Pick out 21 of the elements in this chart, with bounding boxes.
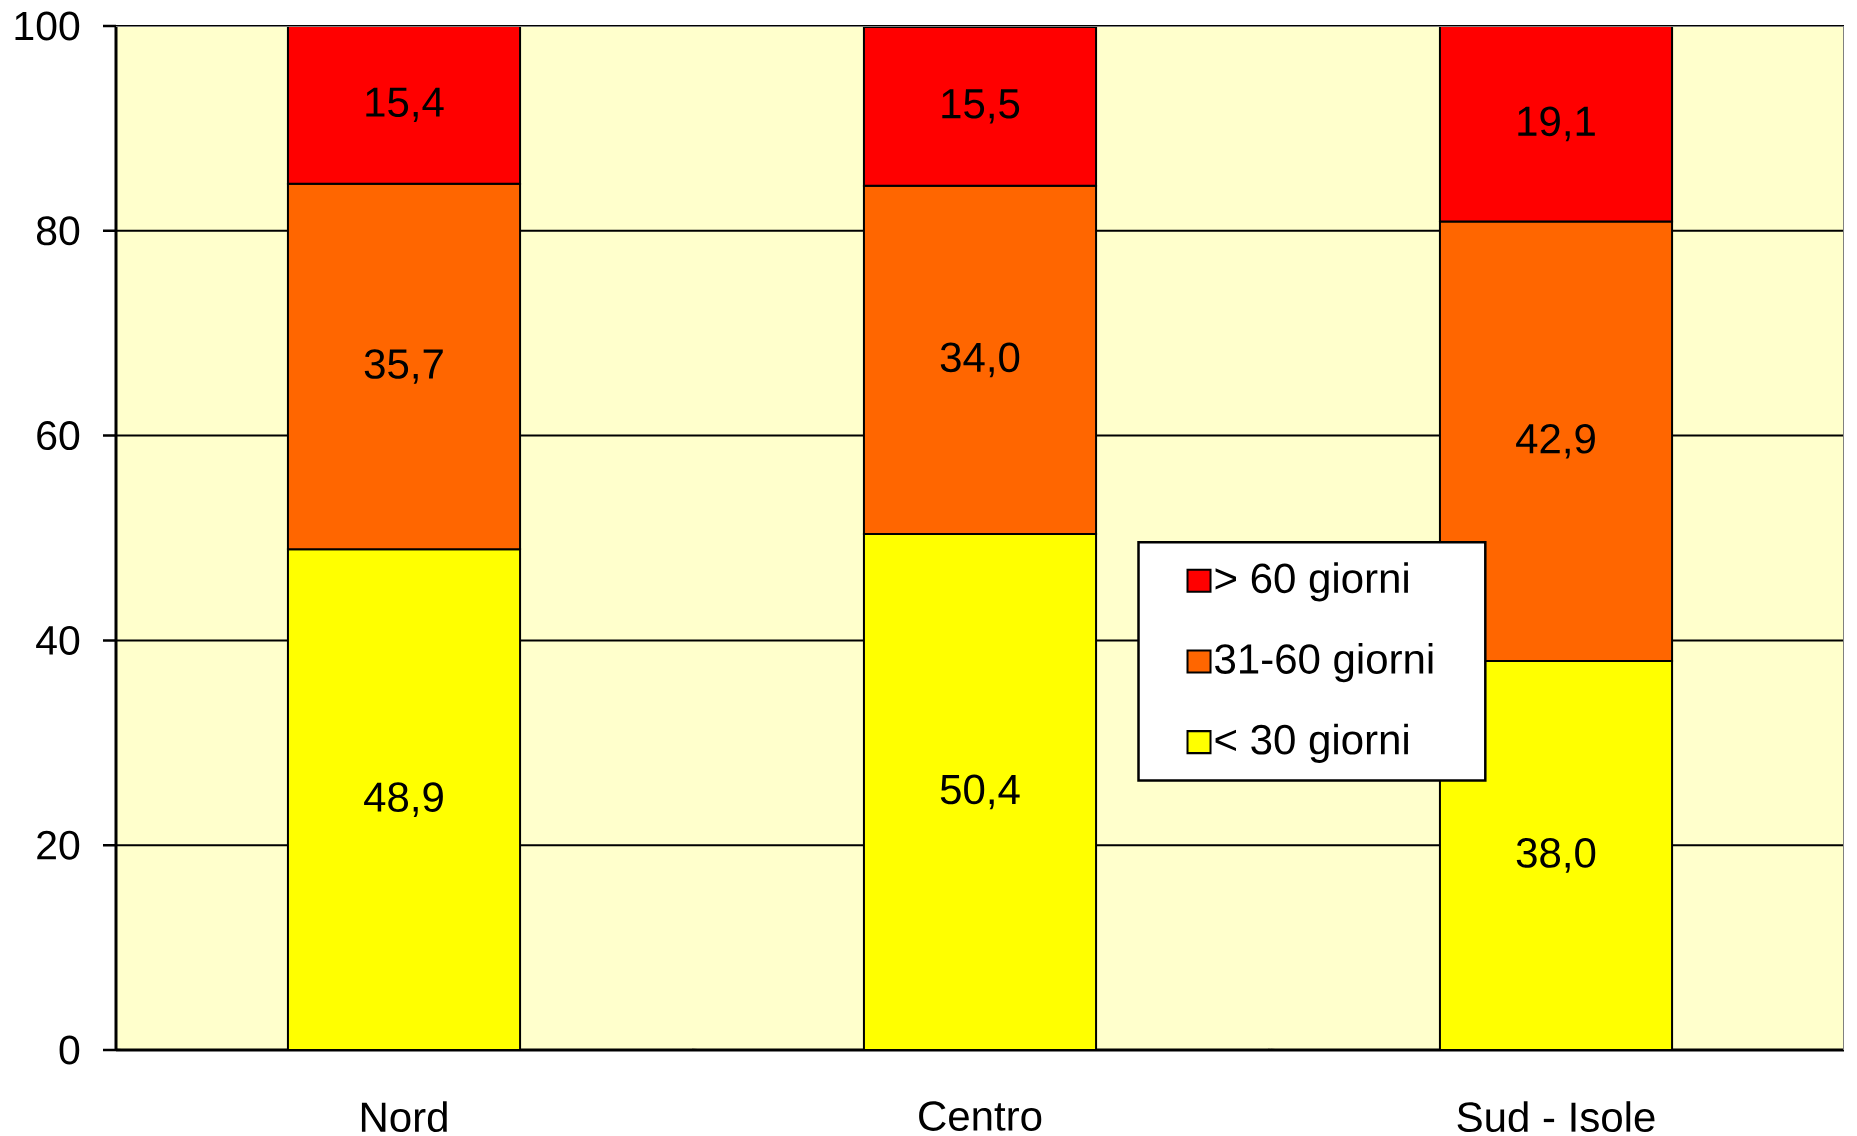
data-label: 50,4 bbox=[940, 774, 1020, 810]
data-label: 35,7 bbox=[364, 349, 443, 384]
y-tick-label: 60 bbox=[37, 421, 80, 451]
y-tick-label: 40 bbox=[36, 625, 80, 655]
x-tick-label: Centro bbox=[919, 1101, 1042, 1131]
data-label: 34,0 bbox=[940, 342, 1020, 378]
x-tick-label: Nord bbox=[361, 1101, 447, 1133]
y-tick-label: 100 bbox=[15, 11, 80, 41]
y-tick-label: 20 bbox=[37, 830, 80, 860]
legend-label: 31-60 giorni bbox=[1215, 643, 1433, 683]
data-label: 15,4 bbox=[366, 87, 444, 122]
y-tick-label: 80 bbox=[36, 216, 80, 246]
y-tick-label: 0 bbox=[59, 1035, 80, 1065]
legend-label: < 30 giorni bbox=[1215, 723, 1408, 763]
data-label: 48,9 bbox=[364, 782, 443, 817]
x-tick-label: Sud - Isole bbox=[1457, 1101, 1655, 1133]
data-label: 42,9 bbox=[1516, 423, 1595, 459]
legend-label: > 60 giorni bbox=[1215, 562, 1408, 602]
data-label: 38,0 bbox=[1516, 838, 1596, 873]
data-label: 19,1 bbox=[1518, 106, 1595, 142]
data-label: 15,5 bbox=[942, 89, 1020, 124]
